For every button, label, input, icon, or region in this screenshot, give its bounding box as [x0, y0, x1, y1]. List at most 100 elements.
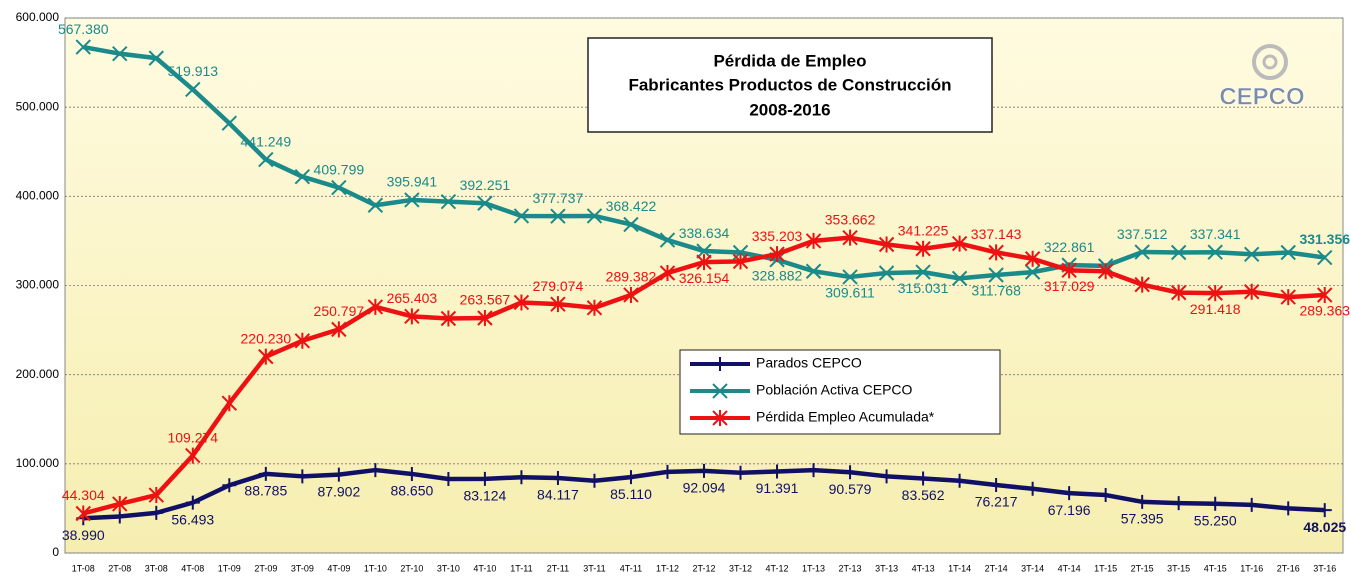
data-label: 289.363: [1299, 303, 1350, 319]
marker: [1281, 501, 1296, 516]
marker: [1024, 264, 1041, 280]
data-label: 67.196: [1048, 502, 1091, 518]
data-label: 338.634: [679, 225, 730, 241]
y-tick-label: 100.000: [16, 456, 60, 470]
y-tick-label: 300.000: [16, 278, 60, 292]
data-label: 291.418: [1190, 301, 1241, 317]
data-label: 83.124: [464, 488, 507, 504]
x-tick-label: 3T-16: [1313, 563, 1336, 573]
marker: [1170, 244, 1187, 261]
data-label: 57.395: [1121, 511, 1164, 527]
marker: [697, 463, 711, 478]
marker: [1061, 262, 1077, 279]
marker: [842, 269, 858, 285]
chart-title: 2008-2016: [749, 100, 830, 119]
data-label: 567.380: [58, 21, 109, 37]
grid: [65, 17, 1343, 554]
marker: [805, 232, 822, 249]
x-tick-label: 4T-09: [327, 563, 350, 573]
marker: [805, 263, 822, 279]
y-tick-label: 0: [52, 545, 59, 559]
x-tick-label: 2T-13: [839, 563, 862, 573]
marker: [623, 286, 639, 303]
marker: [331, 179, 347, 196]
marker: [1134, 276, 1150, 293]
x-tick-label: 1T-08: [72, 563, 95, 573]
x-tick-label: 4T-08: [181, 563, 204, 573]
marker: [258, 348, 274, 365]
x-tick-label: 2T-11: [547, 563, 569, 573]
x-tick-label: 2T-14: [985, 563, 1008, 573]
x-tick-label: 4T-13: [912, 563, 935, 573]
x-tick-label: 2T-12: [692, 563, 715, 573]
data-label: 250.797: [314, 303, 365, 319]
marker: [1317, 249, 1333, 266]
data-label: 317.029: [1044, 278, 1095, 294]
marker: [712, 410, 728, 426]
x-tick-label: 2T-15: [1131, 563, 1154, 573]
marker: [1208, 496, 1223, 511]
marker: [712, 383, 728, 399]
marker: [988, 244, 1004, 261]
logo-text: CEPCO: [1219, 83, 1304, 110]
marker: [1098, 488, 1113, 503]
marker: [1280, 244, 1296, 261]
x-tick-label: 3T-11: [583, 563, 605, 573]
data-label: 83.562: [902, 487, 945, 503]
data-label: 90.579: [829, 481, 872, 497]
marker: [1244, 283, 1260, 300]
marker: [294, 332, 311, 349]
data-label: 392.251: [460, 177, 511, 193]
marker: [879, 469, 894, 484]
data-label: 76.217: [975, 494, 1018, 510]
data-label: 220.230: [241, 330, 292, 346]
marker: [713, 357, 727, 371]
marker: [915, 240, 931, 257]
y-tick-label: 600.000: [16, 10, 60, 24]
marker: [806, 463, 821, 478]
marker: [404, 308, 420, 325]
marker: [148, 487, 164, 504]
x-tick-label: 4T-14: [1058, 563, 1081, 573]
marker: [112, 45, 128, 62]
marker: [842, 229, 858, 246]
marker: [952, 473, 967, 488]
marker: [1170, 284, 1187, 301]
data-label: 341.225: [898, 222, 949, 238]
marker: [732, 253, 749, 270]
legend-label: Población Activa CEPCO: [756, 382, 913, 398]
marker: [988, 267, 1004, 283]
y-tick-label: 500.000: [16, 99, 60, 113]
marker: [294, 169, 311, 185]
data-label: 85.110: [610, 486, 652, 502]
x-tick-label: 1T-09: [218, 563, 241, 573]
x-tick-label: 1T-16: [1240, 563, 1263, 573]
data-label: 56.493: [171, 511, 214, 527]
x-tick-label: 1T-10: [364, 563, 387, 573]
data-label: 519.913: [167, 63, 218, 79]
x-tick-label: 1T-13: [802, 563, 825, 573]
marker: [586, 208, 603, 224]
x-tick-label: 1T-12: [656, 563, 679, 573]
marker: [513, 294, 530, 311]
data-label: 337.341: [1190, 226, 1241, 242]
marker: [1244, 246, 1260, 262]
x-tick-label: 3T-13: [875, 563, 898, 573]
data-label: 322.861: [1044, 239, 1095, 255]
data-label: 409.799: [314, 161, 365, 177]
marker: [222, 478, 237, 493]
marker: [1207, 244, 1223, 260]
marker: [368, 463, 383, 478]
marker: [1025, 481, 1040, 496]
marker: [915, 264, 931, 280]
data-label: 44.304: [62, 487, 105, 503]
marker: [843, 465, 858, 480]
marker: [951, 270, 968, 287]
marker: [404, 192, 420, 208]
marker: [989, 478, 1004, 493]
marker: [550, 296, 566, 313]
marker: [1135, 494, 1150, 509]
data-label: 279.074: [533, 278, 584, 294]
data-label: 311.768: [971, 283, 1021, 299]
x-tick-label: 3T-10: [437, 563, 460, 573]
